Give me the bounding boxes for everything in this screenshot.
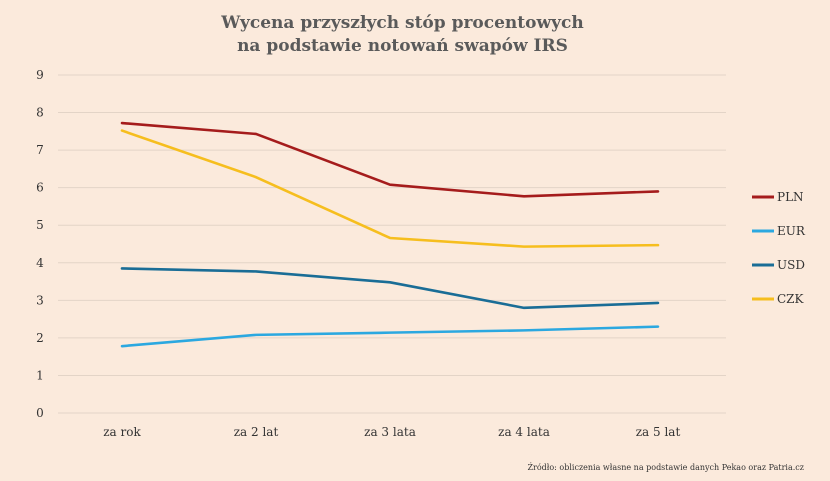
y-tick-label: 8 — [36, 106, 44, 120]
series-lines — [120, 121, 660, 348]
gridlines — [58, 74, 726, 414]
y-tick-label: 6 — [36, 181, 44, 195]
y-tick-label: 4 — [36, 256, 44, 270]
x-tick-label: za 3 lata — [364, 425, 416, 439]
x-tick-label: za 4 lata — [498, 425, 550, 439]
y-tick-label: 3 — [36, 293, 44, 307]
legend: PLN EUR USD CZK — [752, 190, 806, 306]
x-tick-label: za 2 lat — [234, 425, 279, 439]
series-line-czk — [120, 129, 660, 248]
y-tick-label: 7 — [36, 143, 44, 157]
chart-title-line-2: na podstawie notowań swapów IRS — [237, 36, 568, 56]
series-line-usd — [120, 267, 660, 310]
y-tick-label: 5 — [36, 218, 44, 232]
x-tick-label: za rok — [103, 425, 141, 439]
chart-title: Wycena przyszłych stóp procentowych na p… — [0, 12, 805, 58]
source-note: Źródło: obliczenia własne na podstawie d… — [527, 463, 804, 472]
x-tick-label: za 5 lat — [636, 425, 681, 439]
x-axis-ticks: za rok za 2 lat za 3 lata za 4 lata za 5 lat — [103, 425, 680, 439]
legend-label-czk: CZK — [777, 292, 805, 306]
y-tick-label: 1 — [36, 368, 44, 382]
y-tick-label: 9 — [36, 68, 44, 82]
chart-title-line-1: Wycena przyszłych stóp procentowych — [221, 13, 584, 33]
y-tick-label: 0 — [36, 406, 44, 420]
series-line-eur — [120, 325, 660, 348]
legend-label-pln: PLN — [777, 190, 804, 204]
y-tick-label: 2 — [36, 331, 44, 345]
legend-label-eur: EUR — [777, 224, 806, 238]
y-axis-ticks: 0 1 2 3 4 5 6 7 8 9 — [36, 68, 44, 420]
legend-label-usd: USD — [777, 258, 805, 272]
